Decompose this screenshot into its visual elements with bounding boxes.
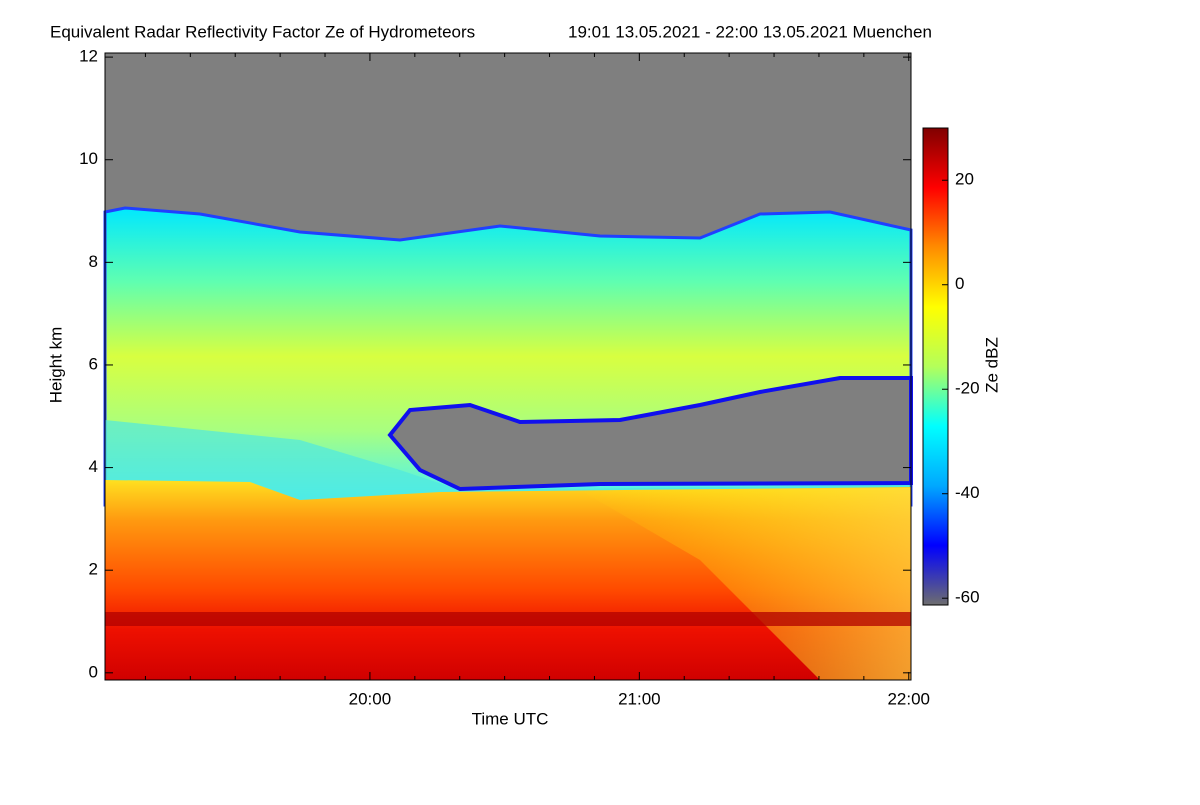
y-tick-label: 12 <box>79 47 98 66</box>
colorbar-tick-label: 0 <box>955 274 964 293</box>
plot-frame <box>104 52 912 681</box>
y-tick-label: 0 <box>89 662 98 681</box>
colorbar-tick-label: -20 <box>955 379 980 398</box>
y-axis-label: Height km <box>46 327 65 404</box>
colorbar <box>922 127 949 606</box>
chart-title: Equivalent Radar Reflectivity Factor Ze … <box>50 22 475 41</box>
x-tick-label: 20:00 <box>349 689 392 708</box>
colorbar-tick-label: 20 <box>955 170 974 189</box>
y-tick-label: 4 <box>89 457 98 476</box>
x-axis-label: Time UTC <box>472 709 549 728</box>
heatmap <box>103 53 913 680</box>
colorbar-tick-label: -60 <box>955 588 980 607</box>
x-tick-label: 21:00 <box>618 689 661 708</box>
x-tick-label: 22:00 <box>887 689 930 708</box>
melting-layer <box>105 612 911 626</box>
rain-area-light <box>580 488 911 680</box>
cloud-base <box>105 420 911 505</box>
dry-gap <box>387 376 913 492</box>
colorbar-tick-label: -40 <box>955 483 980 502</box>
y-tick-label: 8 <box>89 252 98 271</box>
chart-subtitle: 19:01 13.05.2021 - 22:00 13.05.2021 Muen… <box>568 22 932 41</box>
y-tick-label: 6 <box>89 354 98 373</box>
y-tick-label: 2 <box>89 560 98 579</box>
y-tick-label: 10 <box>79 149 98 168</box>
colorbar-label: Ze dBZ <box>982 337 1001 393</box>
